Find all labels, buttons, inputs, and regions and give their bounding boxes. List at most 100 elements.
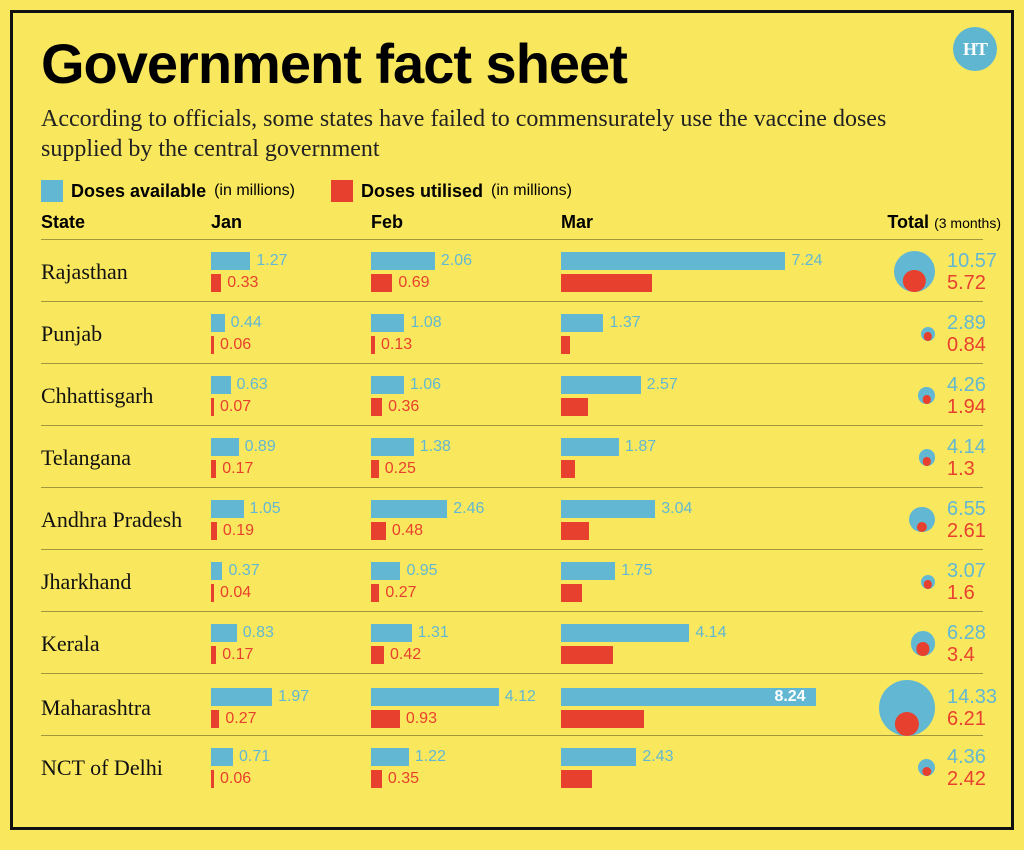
month-cell: 4.14 [561, 623, 841, 665]
total-utilised: 6.21 [947, 708, 986, 730]
bar-available-wrap: 7.24 [561, 251, 841, 271]
bar-utilised [371, 710, 400, 728]
header-total-unit: (3 months) [934, 215, 1001, 231]
bar-utilised [371, 398, 382, 416]
bar-available-label: 0.63 [237, 377, 268, 393]
total-available: 2.89 [947, 312, 986, 334]
total-numbers: 2.890.84 [947, 312, 1001, 356]
state-name: Punjab [41, 321, 211, 347]
bar-available-label: 1.37 [609, 315, 640, 331]
state-name: NCT of Delhi [41, 755, 211, 781]
bar-available [371, 252, 435, 270]
bar-available-label: 1.27 [256, 253, 287, 269]
month-cell: 0.37 0.04 [211, 561, 371, 603]
total-cell: 14.336.21 [841, 680, 1001, 736]
bar-utilised-label: 0.69 [398, 275, 429, 291]
total-utilised: 2.42 [947, 768, 986, 790]
bar-utilised-label: 0.27 [225, 711, 256, 727]
legend-label-utilised: Doses utilised [361, 181, 483, 202]
bar-available-wrap: 1.97 [211, 687, 371, 707]
bar-utilised [371, 522, 386, 540]
total-utilised: 1.3 [947, 458, 975, 480]
bar-utilised-wrap: 0.33 [211, 273, 371, 293]
bar-utilised-wrap: 0.93 [371, 709, 561, 729]
header-total-label: Total [887, 212, 929, 232]
bar-utilised-wrap [561, 273, 841, 293]
header-month-feb: Feb [371, 212, 561, 233]
bar-available-wrap: 2.43 [561, 747, 841, 767]
month-cell: 0.950.27 [371, 561, 561, 603]
state-name: Telangana [41, 445, 211, 471]
bar-utilised [211, 336, 214, 354]
total-numbers: 3.071.6 [947, 560, 1001, 604]
bar-available-label: 1.75 [621, 563, 652, 579]
legend-item-available: Doses available (in millions) [41, 180, 295, 202]
bar-utilised-wrap: 0.25 [371, 459, 561, 479]
bar-utilised [371, 336, 375, 354]
bar-utilised-wrap: 0.06 [211, 335, 371, 355]
bar-available-label: 2.06 [441, 253, 472, 269]
total-numbers: 6.283.4 [947, 622, 1001, 666]
legend-unit-utilised: (in millions) [491, 182, 572, 200]
month-cell: 1.220.35 [371, 747, 561, 789]
table-row: Maharashtra1.970.274.120.938.2414.336.21 [41, 673, 983, 735]
total-available: 10.57 [947, 250, 997, 272]
total-circles [918, 387, 935, 404]
total-available: 4.36 [947, 746, 986, 768]
bar-utilised [561, 710, 644, 728]
bar-available-wrap: 0.63 [211, 375, 371, 395]
total-available: 6.55 [947, 498, 986, 520]
total-circles [921, 327, 935, 341]
total-circles [894, 251, 935, 292]
publisher-logo: HT [953, 27, 997, 71]
bar-available [561, 500, 655, 518]
bar-utilised-wrap [561, 397, 841, 417]
month-cell: 1.310.42 [371, 623, 561, 665]
month-cell: 1.75 [561, 561, 841, 603]
header-total: Total (3 months) [841, 212, 1001, 233]
bar-available-wrap: 1.75 [561, 561, 841, 581]
bar-available-wrap: 2.57 [561, 375, 841, 395]
bar-utilised-label: 0.04 [220, 585, 251, 601]
page-title: Government fact sheet [41, 31, 983, 96]
bar-available [561, 624, 689, 642]
month-cell: 2.57 [561, 375, 841, 417]
bar-available-label: 0.89 [245, 439, 276, 455]
data-rows: Rajasthan1.270.332.060.697.2410.575.72Pu… [41, 239, 983, 797]
total-circles [911, 631, 935, 655]
bar-utilised-wrap [561, 335, 841, 355]
bar-available [211, 314, 225, 332]
total-available: 3.07 [947, 560, 986, 582]
bar-available-label: 2.57 [647, 377, 678, 393]
month-cell: 1.050.19 [211, 499, 371, 541]
total-numbers: 10.575.72 [947, 250, 1001, 294]
bar-utilised-wrap: 0.06 [211, 769, 371, 789]
bar-utilised [211, 646, 216, 664]
header-month-mar: Mar [561, 212, 841, 233]
total-cell: 10.575.72 [841, 250, 1001, 294]
total-utilised: 0.84 [947, 334, 986, 356]
bar-utilised-label: 0.07 [220, 399, 251, 415]
total-cell: 4.362.42 [841, 746, 1001, 790]
table-row: Punjab0.440.061.080.131.372.890.84 [41, 301, 983, 363]
bar-utilised-label: 0.13 [381, 337, 412, 353]
bar-utilised [371, 770, 382, 788]
total-available: 6.28 [947, 622, 986, 644]
bar-available-label: 8.24 [774, 689, 805, 705]
bar-utilised-wrap: 0.42 [371, 645, 561, 665]
bar-utilised [561, 522, 589, 540]
bar-available [211, 376, 231, 394]
bar-available-label: 0.95 [406, 563, 437, 579]
total-available: 4.26 [947, 374, 986, 396]
bar-utilised-label: 0.42 [390, 647, 421, 663]
bar-utilised-wrap: 0.17 [211, 459, 371, 479]
bar-available-wrap: 0.37 [211, 561, 371, 581]
total-cell: 3.071.6 [841, 560, 1001, 604]
total-circles [921, 575, 935, 589]
total-available: 4.14 [947, 436, 986, 458]
bar-available [371, 562, 400, 580]
bar-available [211, 562, 222, 580]
bar-available-wrap: 1.38 [371, 437, 561, 457]
bar-available-label: 4.14 [695, 625, 726, 641]
bar-available [561, 438, 619, 456]
